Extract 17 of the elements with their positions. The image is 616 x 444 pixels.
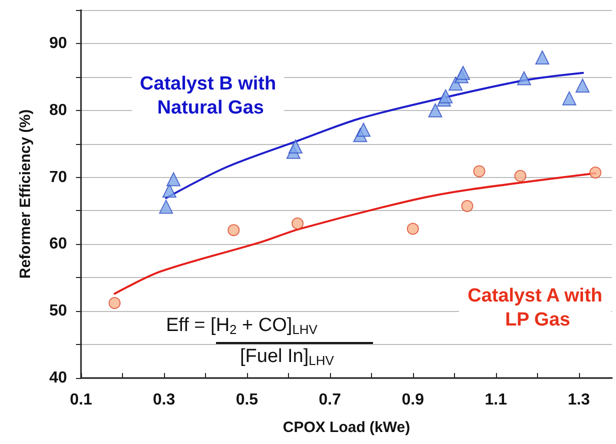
y-tick-label: 50 xyxy=(49,302,68,320)
x-tick-label: 0.3 xyxy=(152,392,176,408)
x-tick-label: 1.1 xyxy=(484,392,508,408)
x-axis-title: CPOX Load (kWe) xyxy=(282,419,410,436)
x-tick-label: 0.7 xyxy=(318,392,342,408)
text: Catalyst A with LP Gas xyxy=(468,286,602,330)
y-tick-label: 90 xyxy=(49,34,68,52)
x-tick-label: 0.1 xyxy=(70,392,92,408)
y-tick-label: 60 xyxy=(49,236,68,253)
x-tick-label: 0.5 xyxy=(236,392,258,408)
y-tick-label: 40 xyxy=(49,370,68,386)
x-tick-label: 1.3 xyxy=(568,392,590,408)
x-tick-label: 0.9 xyxy=(402,392,424,408)
y-tick-label: 70 xyxy=(49,168,68,186)
series-label: Catalyst B with Natural Gas xyxy=(140,74,276,118)
y-tick-label: 80 xyxy=(49,102,68,119)
y-axis-title: Reformer Efficiency (%) xyxy=(17,109,34,279)
